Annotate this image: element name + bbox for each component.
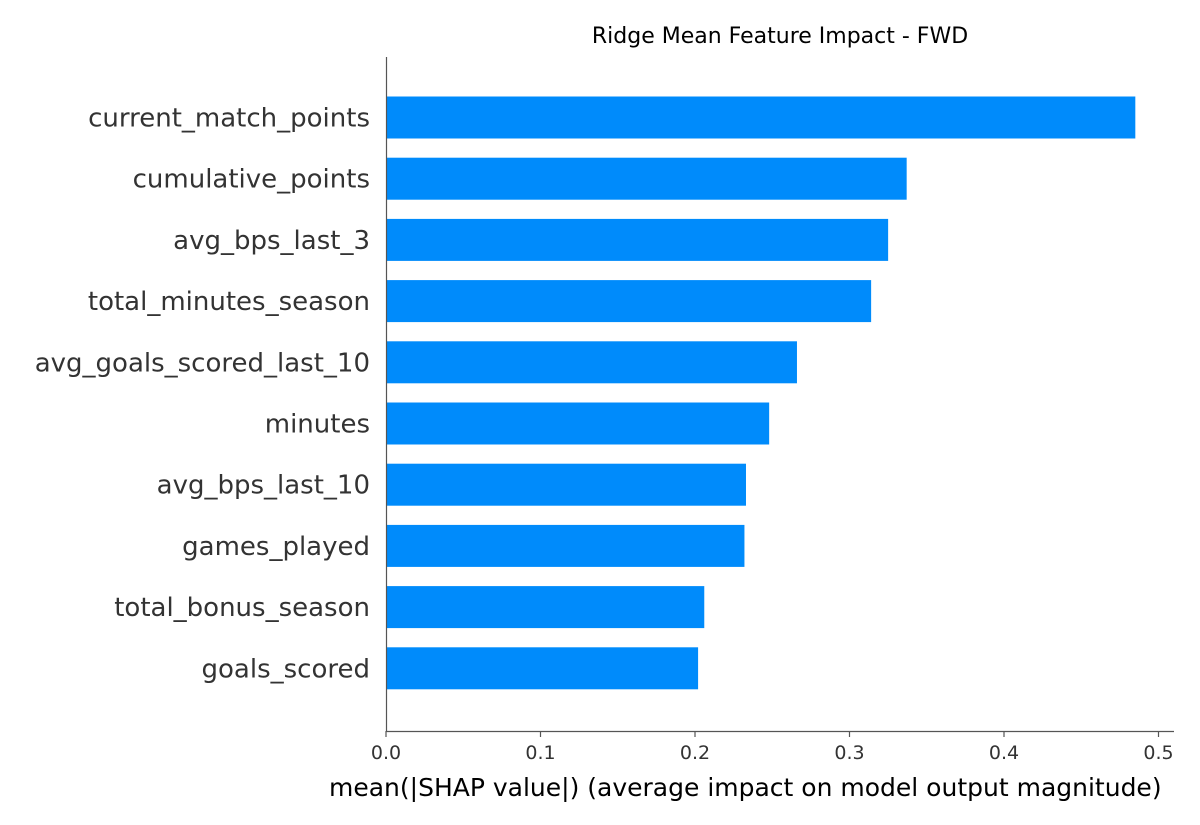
bar-avg-goals-scored-last-10 (386, 341, 797, 384)
x-axis-label: mean(|SHAP value|) (average impact on mo… (329, 773, 1162, 802)
x-tick-label: 0.5 (1143, 742, 1173, 764)
category-label: avg_goals_scored_last_10 (35, 348, 370, 378)
category-label: total_minutes_season (88, 287, 370, 317)
bar-avg-bps-last-3 (386, 218, 889, 261)
bar-minutes (386, 402, 770, 445)
bar-avg-bps-last-10 (386, 463, 746, 506)
bar-goals-scored (386, 647, 699, 690)
bar-cumulative-points (386, 157, 907, 200)
category-label: minutes (265, 410, 370, 440)
bar-total-minutes-season (386, 280, 872, 323)
category-label: cumulative_points (133, 165, 370, 195)
x-tick-label: 0.0 (371, 742, 401, 764)
x-tick-label: 0.2 (680, 742, 710, 764)
bar-games-played (386, 524, 745, 567)
x-tick-label: 0.3 (834, 742, 864, 764)
category-label: total_bonus_season (114, 593, 370, 623)
category-label: games_played (182, 532, 370, 562)
category-label: avg_bps_last_3 (173, 226, 370, 256)
x-axis-ticks: 0.0 0.1 0.2 0.3 0.4 0.5 (371, 731, 1174, 764)
bars-layer (386, 96, 1136, 690)
x-tick-label: 0.4 (989, 742, 1019, 764)
category-label: goals_scored (202, 654, 370, 684)
category-label: current_match_points (88, 104, 370, 134)
x-tick-label: 0.1 (525, 742, 555, 764)
bar-total-bonus-season (386, 586, 705, 629)
bar-current-match-points (386, 96, 1136, 139)
category-label: avg_bps_last_10 (157, 471, 370, 501)
category-labels: current_match_points cumulative_pointsavg… (35, 104, 370, 685)
chart-title: Ridge Mean Feature Impact - FWD (592, 24, 968, 49)
